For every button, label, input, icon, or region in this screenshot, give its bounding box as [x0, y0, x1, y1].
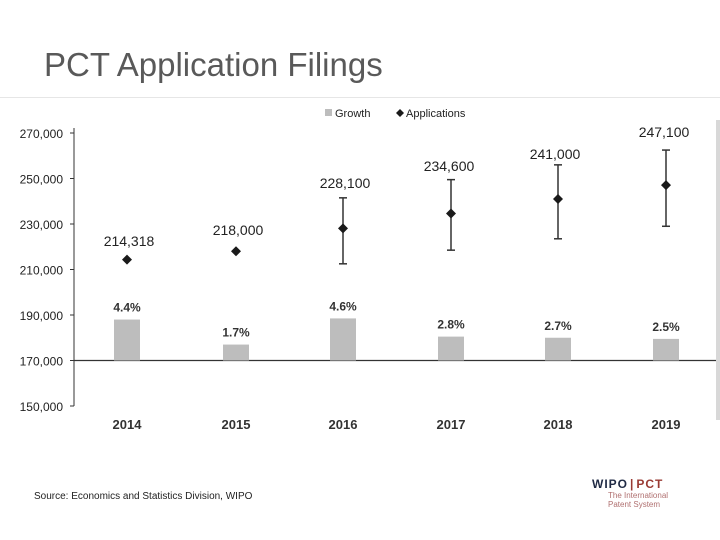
- x-tick-label: 2015: [222, 417, 251, 432]
- growth-label: 1.7%: [222, 326, 250, 340]
- y-tick-label: 250,000: [20, 173, 64, 187]
- application-marker: [231, 246, 241, 257]
- legend-growth-swatch: [325, 109, 332, 116]
- error-bars: [339, 149, 670, 265]
- application-value-label: 228,100: [320, 175, 371, 191]
- growth-bars: [114, 318, 679, 361]
- data-labels: 4.4% 1.7% 4.6% 2.8% 2.7% 2.5% 214,318 218,000 22…: [104, 124, 690, 340]
- logo-pct: PCT: [636, 477, 664, 491]
- x-tick-label: 2018: [544, 417, 573, 432]
- application-value-label: 218,000: [213, 222, 264, 238]
- logo-tagline-2: Patent System: [608, 500, 661, 509]
- application-marker: [338, 223, 348, 234]
- growth-bar: [330, 318, 356, 361]
- application-value-label: 234,600: [424, 158, 475, 174]
- logo-tagline-1: The International: [608, 491, 669, 500]
- y-tick-label: 190,000: [20, 309, 64, 323]
- logo-wipo: WIPO: [592, 477, 628, 491]
- growth-label: 2.5%: [652, 320, 680, 334]
- application-marker: [661, 180, 671, 191]
- x-tick-label: 2014: [113, 417, 143, 432]
- application-value-label: 241,000: [530, 146, 581, 162]
- application-marker: [553, 193, 563, 204]
- growth-bar: [223, 344, 249, 361]
- legend-growth-label: Growth: [335, 108, 370, 120]
- legend: Growth Applications: [325, 108, 466, 120]
- application-markers: [122, 180, 671, 265]
- application-value-label: 214,318: [104, 233, 155, 249]
- logo-wordmark: WIPO | PCT: [592, 477, 692, 491]
- growth-bar: [545, 337, 571, 361]
- y-tick-label: 270,000: [20, 127, 64, 141]
- growth-label: 4.6%: [329, 299, 357, 313]
- x-tick-label: 2019: [652, 417, 681, 432]
- legend-applications-marker: [396, 109, 404, 117]
- slide-title: PCT Application Filings: [44, 46, 383, 83]
- x-tick-label: 2016: [329, 417, 358, 432]
- application-value-label: 247,100: [639, 124, 690, 140]
- y-axis: 150,000 170,000 190,000 210,000 230,000 250,0…: [20, 127, 75, 414]
- growth-bar: [438, 336, 464, 361]
- x-axis: 2014 2015 2016 2017 2018 2019: [74, 359, 720, 432]
- title-divider: [0, 97, 720, 98]
- growth-label: 2.8%: [437, 318, 465, 332]
- source-note: Source: Economics and Statistics Divisio…: [34, 491, 253, 502]
- wipo-pct-logo: WIPO | PCT The International Patent System: [592, 477, 692, 509]
- y-tick-label: 150,000: [20, 400, 64, 414]
- application-marker: [446, 208, 456, 219]
- x-tick-label: 2017: [437, 417, 466, 432]
- growth-bar: [653, 338, 679, 361]
- growth-bar: [114, 319, 140, 361]
- application-marker: [122, 254, 132, 265]
- pct-filings-chart: 150,000 170,000 190,000 210,000 230,000 250,0…: [20, 108, 720, 432]
- logo-separator: |: [630, 477, 635, 491]
- y-tick-label: 210,000: [20, 264, 64, 278]
- slide-edge: [716, 120, 720, 420]
- legend-applications-label: Applications: [406, 108, 466, 120]
- y-tick-label: 170,000: [20, 355, 64, 369]
- growth-label: 2.7%: [544, 319, 572, 333]
- growth-label: 4.4%: [113, 301, 141, 315]
- y-tick-label: 230,000: [20, 218, 64, 232]
